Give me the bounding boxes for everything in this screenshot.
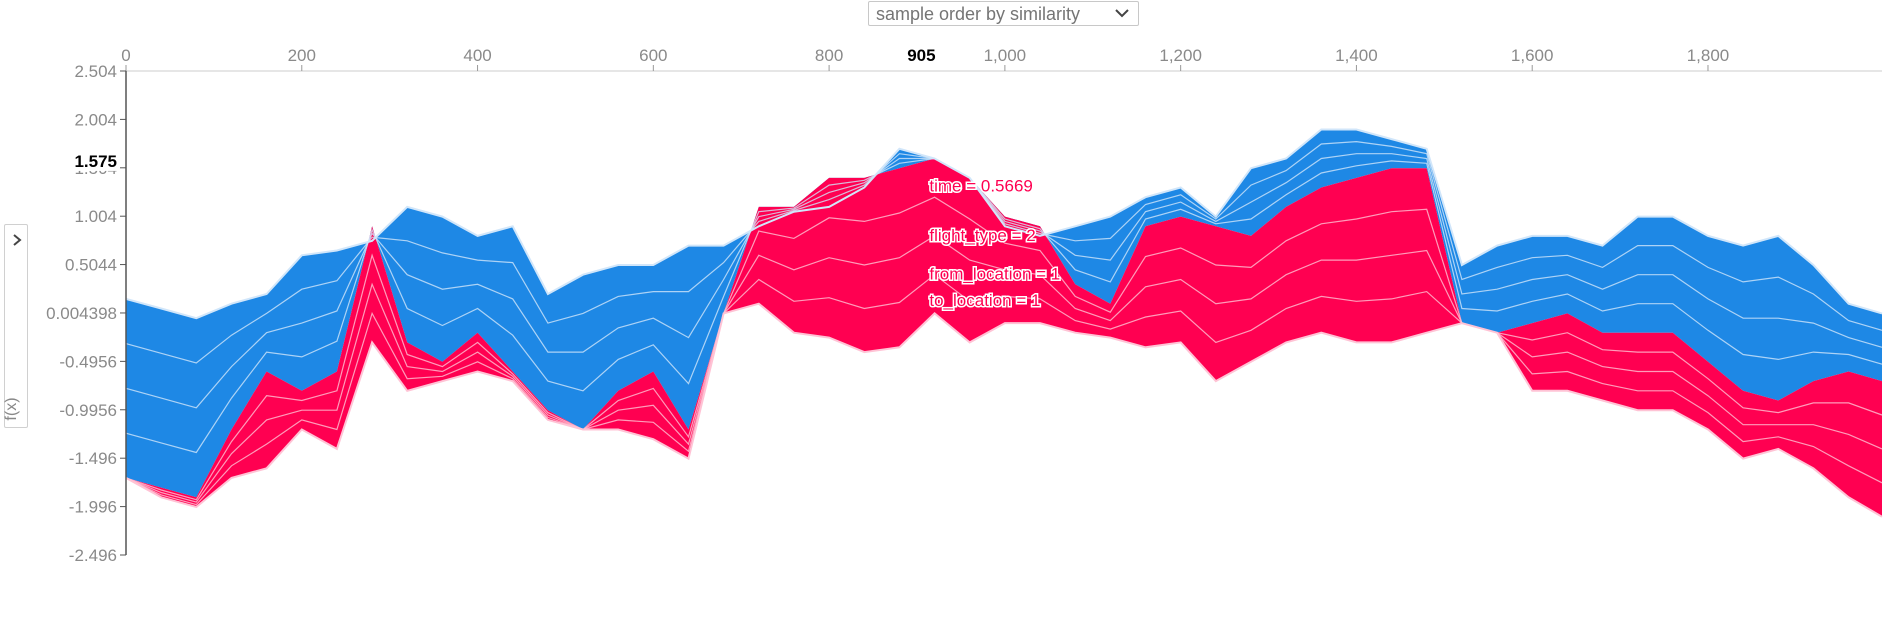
x-tick-label: 400 (463, 46, 491, 65)
y-axis: 2.5042.0041.5041.0040.50440.004398-0.495… (46, 62, 127, 565)
feature-contribution-lines (125, 140, 1883, 506)
hover-x-value: 905 (907, 46, 935, 65)
x-tick-label: 1,800 (1687, 46, 1730, 65)
x-tick-label: 800 (815, 46, 843, 65)
y-tick-label: -1.996 (69, 498, 117, 517)
x-tick-label: 1,400 (1335, 46, 1378, 65)
y-tick-label: -0.9956 (59, 401, 117, 420)
y-tick-label: 0.5044 (65, 256, 117, 275)
hover-y-value: 1.575 (74, 152, 117, 171)
chevron-down-icon (1115, 9, 1129, 18)
x-tick-label: 1,200 (1159, 46, 1202, 65)
x-tick-label: 1,600 (1511, 46, 1554, 65)
positive-contribution-line (125, 273, 1883, 506)
negative-contribution-line (125, 153, 1883, 409)
y-tick-label: -2.496 (69, 546, 117, 565)
feature-label: time = 0.5669 (929, 177, 1033, 196)
positive-contribution-line (125, 235, 1883, 503)
feature-labels: time = 0.5669 flight_type = 2 from_locatio… (928, 175, 1062, 311)
hover-y-backing (64, 150, 120, 171)
y-axis-label: f(x) (3, 397, 20, 421)
positive-contribution-line (125, 196, 1883, 501)
negative-contribution-line (125, 157, 1883, 454)
y-axis-toggle[interactable] (4, 224, 28, 428)
x-tick-label: 200 (288, 46, 316, 65)
chevron-right-icon (13, 234, 22, 246)
y-tick-label: -1.496 (69, 449, 117, 468)
sample-order-select-label: sample order by similarity (876, 4, 1081, 24)
sample-order-select[interactable]: sample order by similarity (868, 1, 1139, 26)
y-tick-label: 0.004398 (46, 304, 117, 323)
y-tick-label: -0.4956 (59, 352, 117, 371)
upper-outline (125, 128, 1883, 320)
feature-label: flight_type = 2 (929, 226, 1035, 245)
lower-outline (125, 302, 1883, 518)
x-tick-label: 600 (639, 46, 667, 65)
x-tick-label: 1,000 (984, 46, 1027, 65)
positive-effect-area (126, 158, 1882, 517)
y-tick-label: 2.504 (74, 62, 117, 81)
feature-label: to_location = 1 (929, 291, 1040, 310)
negative-contribution-line (125, 140, 1883, 364)
y-tick-label: 2.004 (74, 110, 117, 129)
x-tick-label: 0 (121, 46, 130, 65)
feature-label: from_location = 1 (929, 265, 1060, 284)
y-tick-label: 1.004 (74, 207, 117, 226)
plot-area[interactable] (125, 71, 1883, 555)
x-axis: 0 200 400 600 800 1,000 1,200 1,400 1,600 1,800 (121, 46, 1882, 72)
